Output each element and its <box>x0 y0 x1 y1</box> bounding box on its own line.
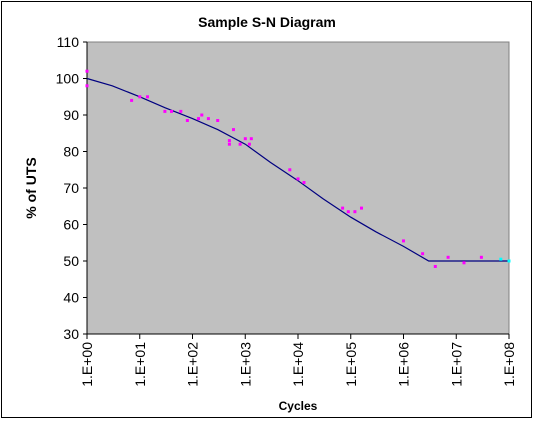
y-tick-label: 80 <box>63 144 79 160</box>
data-point <box>238 142 242 146</box>
data-point <box>206 117 210 121</box>
x-tick-label: 1.E+00 <box>79 342 95 387</box>
data-point <box>130 98 134 102</box>
data-point <box>179 109 183 113</box>
data-point <box>507 259 511 263</box>
y-tick-label: 90 <box>63 107 79 123</box>
data-point <box>185 119 189 122</box>
y-tick-label: 40 <box>63 290 79 306</box>
data-point <box>249 137 253 141</box>
data-point <box>341 206 345 210</box>
data-point <box>232 128 235 132</box>
x-axis-label: Cycles <box>279 399 318 413</box>
x-tick-label: 1.E+01 <box>132 342 148 387</box>
data-point <box>85 69 89 73</box>
data-point <box>353 210 357 214</box>
data-point <box>170 109 173 113</box>
x-tick-label: 1.E+06 <box>396 342 412 387</box>
x-tick-label: 1.E+03 <box>237 342 253 387</box>
data-point <box>247 142 251 146</box>
y-tick-label: 100 <box>56 71 80 87</box>
data-point <box>200 113 204 117</box>
fit-curve-line <box>86 77 509 262</box>
y-tick-label: 60 <box>63 217 79 233</box>
data-point <box>296 177 300 181</box>
y-tick-label: 30 <box>63 326 79 342</box>
x-tick-label: 1.E+08 <box>501 342 517 387</box>
data-point <box>446 255 450 259</box>
data-point <box>227 142 231 146</box>
data-point <box>197 117 200 121</box>
data-point <box>146 95 149 99</box>
data-point <box>402 239 405 243</box>
data-point <box>138 95 142 99</box>
data-point <box>85 84 89 88</box>
data-point <box>462 261 466 265</box>
data-point <box>216 119 220 122</box>
chart-title: Sample S-N Diagram <box>198 14 336 30</box>
x-tick-label: 1.E+02 <box>185 342 201 387</box>
y-tick-label: 70 <box>63 180 79 196</box>
x-tick-label: 1.E+05 <box>343 342 359 387</box>
data-point <box>163 109 167 113</box>
plot-area <box>86 41 510 335</box>
data-point <box>288 168 292 172</box>
chart-frame: Sample S-N Diagram 30 40 50 60 70 80 90 100 110 … <box>1 1 532 418</box>
y-tick-label: 50 <box>63 253 79 269</box>
x-tick-label: 1.E+07 <box>448 342 464 387</box>
data-point <box>302 181 306 184</box>
data-point <box>421 252 425 256</box>
y-axis: 30 40 50 60 70 80 90 100 110 <box>56 34 88 342</box>
series-layer <box>85 69 511 268</box>
data-point <box>479 255 483 259</box>
data-point <box>433 265 437 268</box>
data-point <box>499 257 503 261</box>
y-axis-label: % of UTS <box>23 157 39 218</box>
sn-chart: Sample S-N Diagram 30405060708090100110 … <box>23 14 517 413</box>
data-point <box>360 206 363 210</box>
x-axis: 1.E+00 1.E+01 1.E+02 1.E+03 1.E+04 1.E+05 1.E+… <box>79 333 517 387</box>
y-tick-label: 110 <box>57 34 80 50</box>
data-point <box>227 139 231 143</box>
data-point <box>243 137 247 141</box>
data-point <box>346 210 350 214</box>
x-tick-label: 1.E+04 <box>290 342 306 387</box>
